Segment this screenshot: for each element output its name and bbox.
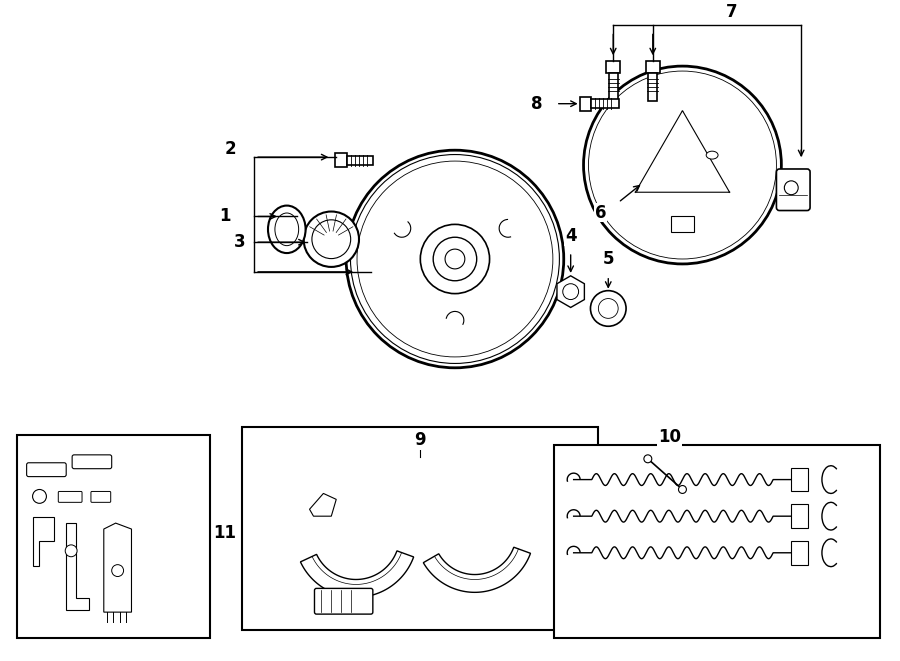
- Polygon shape: [423, 547, 530, 592]
- FancyBboxPatch shape: [314, 588, 373, 614]
- Polygon shape: [791, 541, 808, 564]
- Circle shape: [346, 150, 563, 368]
- Ellipse shape: [274, 213, 299, 246]
- Circle shape: [446, 249, 464, 269]
- FancyBboxPatch shape: [777, 169, 810, 210]
- Circle shape: [32, 490, 47, 503]
- Polygon shape: [301, 551, 414, 598]
- Ellipse shape: [268, 206, 306, 253]
- Circle shape: [598, 299, 618, 319]
- Circle shape: [357, 161, 553, 357]
- Text: 4: 4: [565, 227, 577, 245]
- FancyBboxPatch shape: [91, 491, 111, 502]
- Polygon shape: [32, 517, 54, 566]
- Circle shape: [433, 237, 477, 281]
- FancyBboxPatch shape: [27, 463, 67, 477]
- Circle shape: [65, 545, 77, 557]
- Circle shape: [350, 155, 560, 364]
- Circle shape: [562, 284, 579, 299]
- Bar: [648, 73, 657, 100]
- Circle shape: [303, 212, 359, 267]
- Text: 2: 2: [225, 140, 236, 158]
- Text: 1: 1: [219, 208, 230, 225]
- Polygon shape: [635, 110, 730, 192]
- Bar: [336, 153, 347, 167]
- Circle shape: [112, 564, 123, 576]
- Bar: [242, 427, 598, 630]
- Polygon shape: [67, 523, 89, 610]
- Bar: [670, 216, 694, 232]
- Circle shape: [583, 66, 781, 264]
- Circle shape: [679, 486, 687, 493]
- Bar: [591, 99, 619, 108]
- Bar: [347, 155, 373, 165]
- Bar: [554, 445, 880, 638]
- Bar: [646, 61, 660, 73]
- Ellipse shape: [706, 151, 718, 159]
- FancyBboxPatch shape: [72, 455, 112, 469]
- Bar: [17, 435, 210, 638]
- Text: 11: 11: [213, 524, 236, 542]
- Text: 8: 8: [531, 95, 543, 112]
- Polygon shape: [791, 504, 808, 528]
- Circle shape: [589, 71, 777, 259]
- Text: 6: 6: [595, 204, 606, 221]
- Circle shape: [644, 455, 652, 463]
- Text: 9: 9: [415, 431, 426, 449]
- Text: 10: 10: [658, 428, 681, 446]
- Bar: [607, 61, 620, 73]
- Circle shape: [420, 224, 490, 293]
- Circle shape: [665, 147, 700, 183]
- Polygon shape: [791, 468, 808, 491]
- Text: 3: 3: [233, 233, 245, 251]
- Text: 5: 5: [602, 250, 614, 268]
- FancyBboxPatch shape: [58, 491, 82, 502]
- Bar: [580, 97, 591, 110]
- Circle shape: [312, 220, 351, 258]
- Circle shape: [590, 291, 626, 327]
- Polygon shape: [310, 493, 337, 516]
- Text: 7: 7: [726, 3, 738, 20]
- Bar: [608, 73, 617, 100]
- Polygon shape: [104, 523, 131, 612]
- Circle shape: [784, 181, 798, 195]
